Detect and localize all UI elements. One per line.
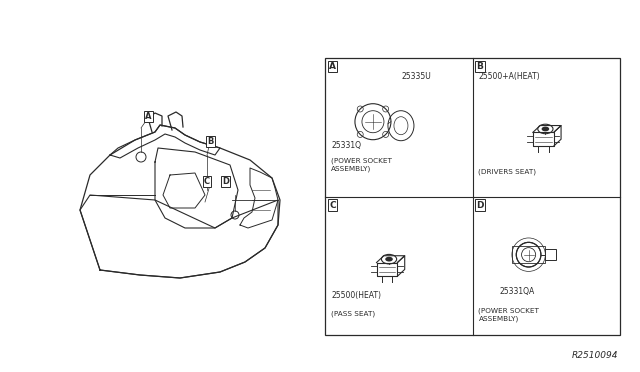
Ellipse shape (541, 126, 549, 131)
Text: (POWER SOCKET
ASSEMBLY): (POWER SOCKET ASSEMBLY) (331, 158, 392, 173)
Text: A: A (145, 112, 152, 121)
Bar (325, 58, 620, 335)
Text: D: D (477, 201, 484, 209)
Text: B: B (477, 62, 483, 71)
Text: C: C (204, 177, 210, 186)
Text: (PASS SEAT): (PASS SEAT) (331, 310, 375, 317)
Text: 25331QA: 25331QA (499, 286, 534, 295)
Text: (DRIVERS SEAT): (DRIVERS SEAT) (479, 169, 536, 175)
Text: C: C (329, 201, 335, 209)
Text: 25331Q: 25331Q (331, 141, 361, 150)
Bar (545, 249, 556, 260)
Text: B: B (207, 137, 213, 146)
Bar (512, 246, 545, 263)
Text: D: D (222, 177, 229, 186)
Text: A: A (329, 62, 336, 71)
Text: R2510094: R2510094 (572, 351, 618, 360)
Text: 25500(HEAT): 25500(HEAT) (331, 291, 381, 300)
Text: (POWER SOCKET
ASSEMBLY): (POWER SOCKET ASSEMBLY) (479, 307, 540, 322)
Text: 25500+A(HEAT): 25500+A(HEAT) (479, 72, 540, 81)
Ellipse shape (385, 257, 393, 262)
Text: 25335U: 25335U (402, 72, 431, 81)
